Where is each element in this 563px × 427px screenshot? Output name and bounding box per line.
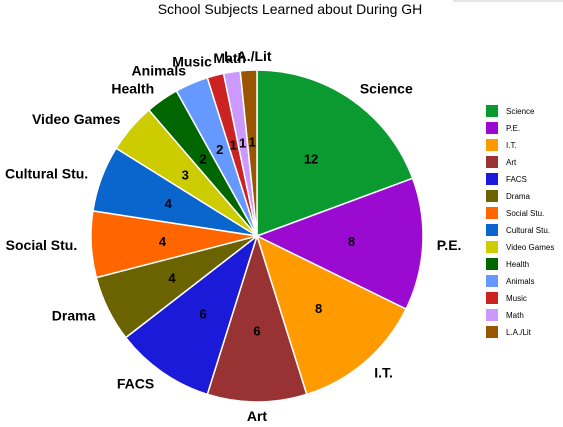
pie-slice-science	[256, 69, 414, 238]
legend-swatch-p-e	[486, 122, 498, 134]
chart-title: School Subjects Learned about During GH	[158, 1, 423, 17]
legend-label-math: Math	[506, 311, 524, 320]
pie-slice-l-a-lit	[239, 69, 258, 237]
legend-label-cultural-stu: Cultural Stu.	[506, 226, 550, 235]
pie-slice-i-t	[255, 234, 408, 396]
slice-label-drama: Drama	[52, 307, 96, 323]
pie-slices	[90, 69, 424, 403]
slice-label-cultural-stu: Cultural Stu.	[5, 165, 88, 181]
pie-slice-art	[206, 233, 308, 403]
legend-swatch-drama	[486, 190, 498, 202]
slice-label-music: Music	[172, 54, 212, 70]
legend-swatch-l-a-lit	[486, 326, 498, 338]
slice-value-l-a-lit: 1	[249, 135, 256, 150]
legend-label-l-a-lit: L.A./Lit	[506, 328, 532, 337]
top-right-bar	[453, 0, 563, 2]
slice-value-i-t: 8	[315, 301, 322, 316]
legend-label-animals: Animals	[506, 277, 534, 286]
slice-value-video-games: 3	[182, 167, 189, 182]
legend-label-science: Science	[506, 107, 535, 116]
slice-value-art: 6	[253, 324, 260, 339]
legend-label-i-t: I.T.	[506, 141, 517, 150]
legend-label-social-stu: Social Stu.	[506, 209, 544, 218]
slice-label-art: Art	[247, 408, 268, 424]
legend-swatch-video-games	[486, 241, 498, 253]
slice-value-science: 12	[304, 151, 318, 166]
slice-value-facs: 6	[199, 307, 206, 322]
legend: Science P.E. I.T. Art FACS Drama Social Stu. Cu…	[486, 105, 554, 338]
slice-value-cultural-stu: 4	[165, 196, 173, 211]
slice-label-video-games: Video Games	[32, 111, 121, 127]
slice-value-animals: 2	[216, 142, 223, 157]
slice-label-p-e: P.E.	[437, 237, 462, 253]
pie-slice-facs	[124, 233, 259, 396]
legend-swatch-art	[486, 156, 498, 168]
slice-label-social-stu: Social Stu.	[6, 237, 78, 253]
slice-value-drama: 4	[168, 271, 176, 286]
legend-label-drama: Drama	[506, 192, 531, 201]
legend-swatch-animals	[486, 275, 498, 287]
legend-label-health: Health	[506, 260, 529, 269]
slice-label-l-a-lit: L.A./Lit	[224, 48, 272, 64]
slice-label-facs: FACS	[117, 376, 154, 392]
legend-swatch-music	[486, 292, 498, 304]
legend-swatch-health	[486, 258, 498, 270]
legend-swatch-science	[486, 105, 498, 117]
slice-label-health: Health	[111, 80, 154, 96]
slice-value-health: 2	[199, 151, 206, 166]
legend-swatch-cultural-stu	[486, 224, 498, 236]
slice-outer-labels: Science P.E. I.T. Art FACS Drama Social Stu. Cu…	[5, 48, 461, 424]
legend-label-video-games: Video Games	[506, 243, 554, 252]
pie-slice-p-e	[255, 177, 424, 311]
slice-label-i-t: I.T.	[374, 365, 393, 381]
slice-label-math: Math	[213, 50, 246, 66]
legend-swatch-social-stu	[486, 207, 498, 219]
slice-value-math: 1	[239, 135, 246, 150]
slice-value-music: 1	[230, 137, 237, 152]
legend-swatch-math	[486, 309, 498, 321]
legend-label-art: Art	[506, 158, 517, 167]
slice-label-science: Science	[360, 80, 413, 96]
legend-swatch-facs	[486, 173, 498, 185]
legend-label-facs: FACS	[506, 175, 527, 184]
legend-label-p-e: P.E.	[506, 124, 520, 133]
legend-swatch-i-t	[486, 139, 498, 151]
slice-value-social-stu: 4	[159, 234, 167, 249]
legend-label-music: Music	[506, 294, 527, 303]
slice-label-animals: Animals	[132, 63, 187, 79]
slice-value-p-e: 8	[348, 234, 355, 249]
